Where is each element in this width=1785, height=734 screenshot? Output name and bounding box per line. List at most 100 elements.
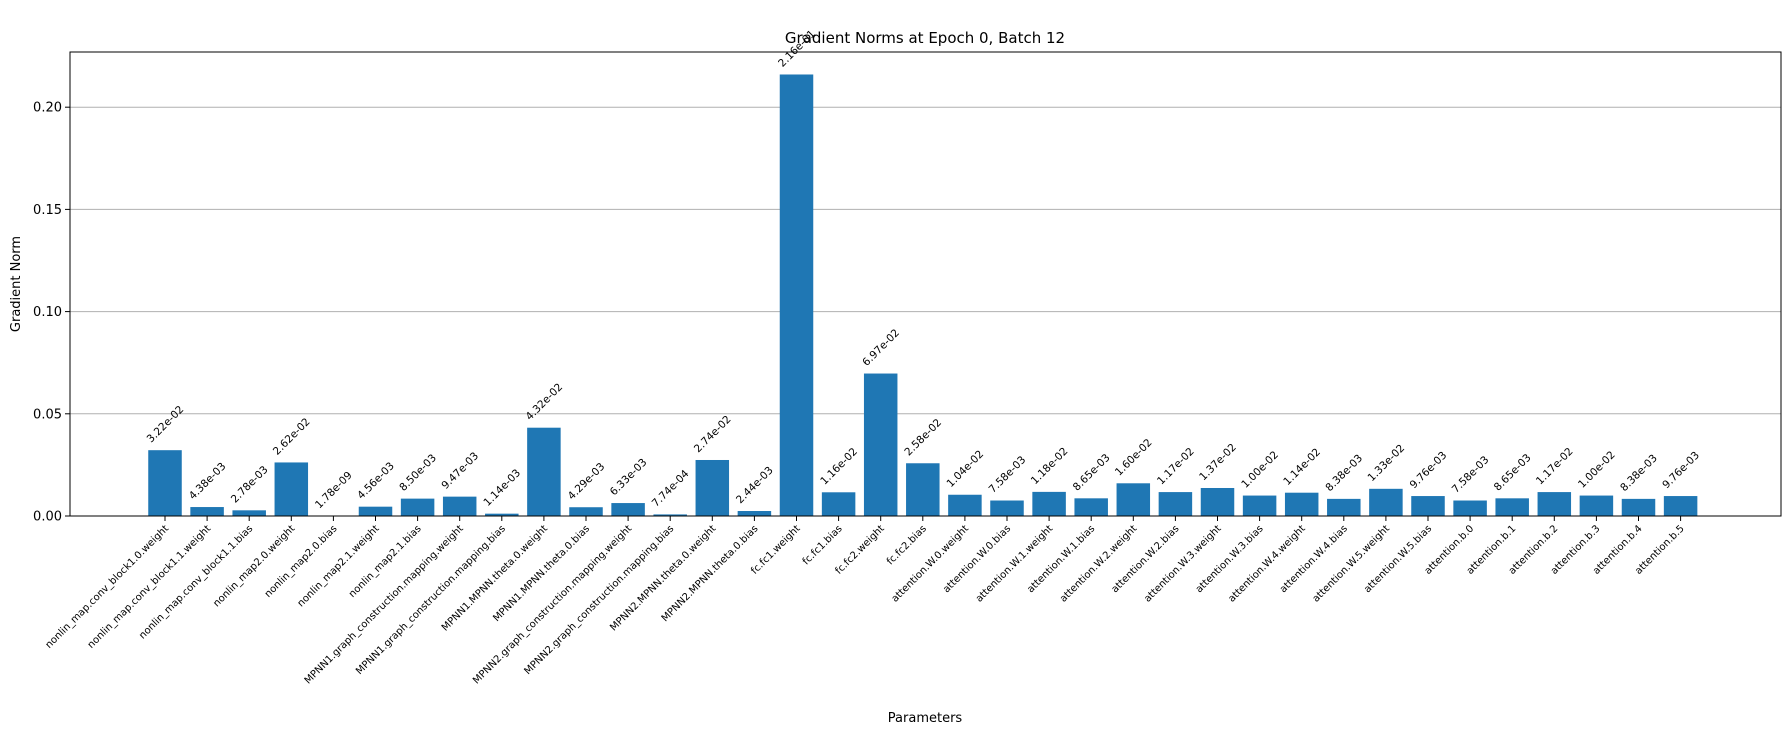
- y-tick-label: 0.00: [33, 510, 62, 525]
- bar: [1621, 498, 1656, 516]
- x-tick-label: nonlin_map2.1.bias: [347, 523, 424, 600]
- bar-value-label: 4.32e-02: [524, 381, 566, 423]
- bar-value-label: 7.58e-03: [1450, 454, 1492, 496]
- bar: [1537, 492, 1572, 516]
- bar-value-label: 1.16e-02: [818, 446, 860, 488]
- bar-value-label: 1.37e-02: [1197, 441, 1239, 483]
- bars: [148, 74, 1698, 516]
- bar-value-label: 2.74e-02: [692, 413, 734, 455]
- bar: [990, 500, 1024, 516]
- bar: [1242, 495, 1277, 516]
- bar: [232, 510, 266, 516]
- x-tick-label: attention.W.2.weight: [1058, 523, 1139, 604]
- bar-value-label: 1.00e-02: [1239, 449, 1281, 491]
- bar-value-label: 4.38e-03: [187, 460, 229, 502]
- y-tick-label: 0.15: [33, 203, 62, 218]
- y-axis-label: Gradient Norm: [9, 236, 24, 332]
- bar-value-label: 1.14e-02: [1281, 446, 1323, 488]
- bar-value-label: 8.50e-03: [397, 452, 439, 494]
- bar-value-label: 2.78e-03: [229, 464, 271, 506]
- bar-value-label: 1.60e-02: [1113, 437, 1155, 479]
- bar: [1200, 487, 1235, 516]
- x-tick-label: nonlin_map2.1.weight: [296, 523, 382, 609]
- bar: [653, 514, 687, 516]
- bar: [1284, 492, 1319, 516]
- x-tick-label: fc.fc1.bias: [801, 523, 845, 567]
- bar-value-label: 8.65e-03: [1492, 452, 1534, 494]
- bar-value-label: 3.22e-02: [145, 404, 187, 446]
- bar: [358, 506, 393, 516]
- bar-value-label: 9.76e-03: [1660, 449, 1702, 491]
- bar: [442, 496, 477, 516]
- bar-value-label: 1.17e-02: [1155, 445, 1197, 487]
- y-tick-label: 0.05: [33, 407, 62, 422]
- x-tick-label: attention.W.4.weight: [1227, 523, 1308, 604]
- bar: [611, 503, 645, 516]
- bar-value-label: 8.38e-03: [1618, 452, 1660, 494]
- x-tick-label: MPNN2.graph_construction.mapping.weight: [471, 523, 634, 686]
- bar-value-label: 9.76e-03: [1408, 449, 1450, 491]
- bar-value-label: 9.47e-03: [439, 450, 481, 492]
- bar: [148, 450, 182, 516]
- bar: [1453, 500, 1487, 516]
- bar-value-label: 8.38e-03: [1323, 452, 1365, 494]
- bar: [1032, 491, 1066, 516]
- bar: [1074, 498, 1108, 516]
- bar-value-label: 4.56e-03: [355, 460, 397, 502]
- bar: [779, 74, 814, 516]
- bar: [821, 492, 856, 516]
- bar: [1663, 496, 1698, 516]
- y-ticks: 0.00 0.05 0.10 0.15 0.20: [33, 101, 70, 525]
- bar: [1369, 488, 1403, 516]
- x-tick-label: MPNN1.graph_construction.mapping.bias: [354, 523, 508, 677]
- bar: [695, 459, 730, 516]
- bar: [1327, 498, 1361, 516]
- bar-value-label: 7.58e-03: [987, 454, 1029, 496]
- bar-value-label: 1.18e-02: [1029, 445, 1071, 487]
- bar-value-label: 1.14e-03: [481, 467, 523, 509]
- chart-title: Gradient Norms at Epoch 0, Batch 12: [785, 29, 1065, 47]
- bar: [190, 507, 224, 516]
- x-ticks: nonlin_map.conv_block1.0.weightnonlin_ma…: [44, 516, 1687, 686]
- plot-frame: [69, 51, 1782, 517]
- bar: [527, 427, 561, 516]
- bar-value-label: 2.44e-03: [734, 464, 776, 506]
- bar: [274, 462, 309, 516]
- bar: [948, 494, 982, 516]
- x-tick-label: attention.W.3.weight: [1142, 523, 1223, 604]
- x-tick-label: MPNN1.graph_construction.mapping.weight: [303, 523, 466, 686]
- bar-value-label: 8.65e-03: [1071, 452, 1113, 494]
- x-tick-label: attention.W.0.weight: [890, 523, 971, 604]
- bar: [1411, 496, 1445, 516]
- bar: [1116, 483, 1151, 516]
- bar: [737, 511, 772, 516]
- bar: [569, 507, 603, 516]
- x-tick-label: nonlin_map2.0.weight: [211, 523, 297, 609]
- bar-value-label: 2.62e-02: [271, 416, 313, 458]
- bar: [485, 513, 519, 516]
- x-tick-label: nonlin_map2.0.bias: [263, 523, 340, 600]
- bar-value-label: 1.17e-02: [1534, 445, 1576, 487]
- bar: [1495, 498, 1529, 516]
- y-tick-label: 0.20: [33, 101, 62, 116]
- x-tick-label: attention.W.1.weight: [974, 523, 1055, 604]
- bar-value-label: 4.29e-03: [566, 461, 608, 503]
- x-axis-label: Parameters: [888, 711, 963, 726]
- bar-value-label: 1.78e-09: [313, 469, 355, 511]
- bar-value-label: 1.00e-02: [1576, 449, 1618, 491]
- bar: [1158, 492, 1193, 516]
- bar: [1579, 495, 1614, 516]
- bar-value-label: 6.97e-02: [860, 327, 902, 369]
- bar-value-label: 2.58e-02: [902, 417, 944, 459]
- y-tick-label: 0.10: [33, 305, 62, 320]
- x-tick-label: fc.fc2.bias: [885, 523, 929, 567]
- bar-value-label: 7.74e-04: [650, 468, 692, 510]
- bar: [906, 463, 940, 516]
- data-labels: 3.22e-024.38e-03 2.78e-032.62e-021.78e-09…: [145, 28, 1702, 511]
- bar-value-label: 1.04e-02: [945, 448, 987, 490]
- bar-value-label: 1.33e-02: [1366, 442, 1408, 484]
- bar-value-label: 6.33e-03: [608, 456, 650, 498]
- bar: [863, 373, 898, 516]
- bar: [400, 498, 435, 516]
